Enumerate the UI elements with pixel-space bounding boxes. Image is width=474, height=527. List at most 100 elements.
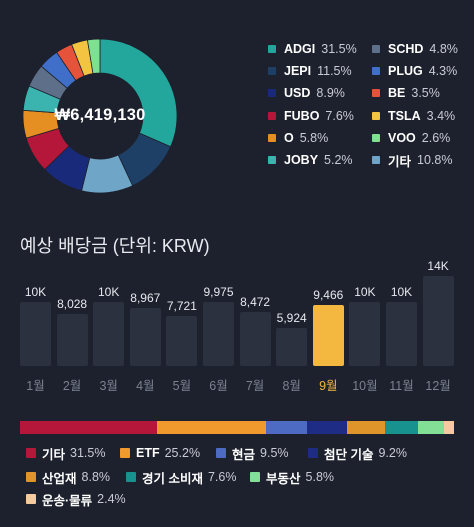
sector-legend-item-transport-logistics: 운송·물류 2.4%	[26, 491, 126, 508]
sector-percent: 2.4%	[97, 492, 126, 506]
legend-swatch	[268, 67, 276, 76]
legend-percent: 31.5%	[321, 42, 357, 56]
dividend-bar-5[interactable]	[166, 316, 198, 366]
sector-segment-consumer-cyclical[interactable]	[385, 421, 419, 434]
legend-item-adgi: ADGI 31.5%	[268, 41, 357, 57]
dividend-bar-10[interactable]	[349, 301, 381, 366]
sector-percent: 31.5%	[70, 446, 106, 460]
sector-name: 부동산	[266, 471, 301, 486]
sector-segment-etf[interactable]	[156, 421, 267, 434]
dividend-chart-title: 예상 배당금 (단위: KRW)	[20, 236, 210, 256]
sector-name: 현금	[232, 447, 256, 462]
sector-swatch	[120, 448, 130, 458]
month-tick-label: 7월	[245, 379, 265, 393]
sector-swatch	[26, 494, 36, 504]
dividend-bar-7[interactable]	[239, 311, 271, 366]
legend-name: 기타	[388, 154, 412, 169]
dividend-bar-12[interactable]	[422, 276, 454, 366]
dividend-bar-1[interactable]	[20, 301, 51, 366]
dividend-bar-9[interactable]	[312, 305, 344, 366]
legend-name: JOBY	[284, 153, 319, 167]
sector-percent: 25.2%	[164, 446, 201, 460]
legend-name: O	[284, 130, 294, 145]
dividend-bar-label: 10K	[354, 284, 376, 299]
month-tick-label: 1월	[26, 379, 45, 393]
legend-percent: 2.6%	[421, 130, 451, 145]
sector-segment-transport-logistics[interactable]	[443, 421, 454, 434]
dividend-bar-11[interactable]	[386, 301, 417, 366]
legend-name: FUBO	[284, 108, 320, 123]
donut-slice-adgi[interactable]	[99, 38, 178, 148]
donut-svg	[22, 38, 178, 194]
legend-item-o: O 5.8%	[268, 130, 328, 146]
sector-name: 첨단 기술	[324, 447, 374, 462]
dividend-bar-2[interactable]	[56, 314, 88, 366]
sector-legend-item-other: 기타 31.5%	[26, 445, 106, 462]
sector-percent: 9.2%	[378, 446, 407, 460]
legend-item-jepi: JEPI 11.5%	[268, 63, 352, 79]
dividend-bar-8[interactable]	[276, 327, 308, 366]
legend-item-fubo: FUBO 7.6%	[268, 108, 354, 124]
legend-swatch	[372, 133, 380, 142]
legend-swatch	[268, 89, 276, 98]
sector-name: 운송·물류	[42, 493, 93, 508]
dividend-bar-4[interactable]	[129, 308, 161, 366]
legend-item-joby: JOBY 5.2%	[268, 152, 353, 168]
sector-name: 기타	[42, 447, 66, 462]
donut-slice-voo[interactable]	[87, 38, 101, 75]
legend-swatch	[372, 156, 380, 164]
legend-percent: 5.2%	[324, 153, 353, 167]
dividend-bar-label: 14K	[427, 259, 449, 273]
sector-name: 경기 소비재	[142, 471, 203, 486]
sector-segment-cash[interactable]	[266, 421, 308, 434]
month-tick-label: 9월	[319, 379, 338, 393]
legend-item-plug: PLUG 4.3%	[372, 63, 457, 79]
legend-swatch	[268, 45, 276, 53]
legend-swatch	[372, 89, 380, 98]
legend-percent: 11.5%	[317, 64, 352, 79]
sector-segment-tech[interactable]	[307, 421, 348, 434]
sector-segment-other[interactable]	[20, 421, 157, 434]
dividend-bar-label: 9,975	[203, 284, 234, 299]
legend-percent: 4.3%	[428, 64, 458, 79]
sector-percent: 9.5%	[260, 446, 289, 460]
dividend-bar-label: 10K	[24, 284, 47, 299]
sector-legend-item-cash: 현금 9.5%	[216, 445, 289, 462]
legend-swatch	[268, 133, 276, 142]
sector-swatch	[250, 472, 260, 482]
legend-name: USD	[284, 86, 311, 101]
sector-percent: 5.8%	[305, 470, 335, 484]
sector-swatch	[26, 472, 36, 482]
legend-percent: 3.4%	[426, 108, 456, 123]
legend-item-tsla: TSLA 3.4%	[372, 108, 455, 124]
legend-swatch	[372, 67, 380, 76]
legend-swatch	[268, 156, 276, 164]
legend-item-other: 기타 10.8%	[372, 152, 452, 169]
legend-name: TSLA	[388, 108, 421, 123]
legend-percent: 4.8%	[429, 42, 458, 56]
sector-segment-real-estate[interactable]	[418, 421, 444, 434]
legend-swatch	[372, 111, 380, 120]
legend-item-schd: SCHD 4.8%	[372, 41, 458, 57]
sector-swatch	[216, 448, 226, 458]
sector-legend-item-tech: 첨단 기술 9.2%	[308, 445, 407, 462]
sector-legend-item-industrials: 산업재 8.8%	[26, 469, 110, 486]
dividend-bar-3[interactable]	[93, 301, 125, 366]
legend-item-usd: USD 8.9%	[268, 85, 345, 101]
sector-segment-industrials[interactable]	[347, 421, 386, 434]
dividend-bar-6[interactable]	[203, 301, 234, 366]
dividend-bar-label: 8,472	[240, 294, 271, 309]
sector-swatch	[26, 448, 36, 458]
holdings-donut-chart[interactable]: ₩6,419,130	[22, 38, 178, 194]
legend-percent: 7.6%	[325, 108, 354, 123]
month-tick-label: 6월	[209, 379, 228, 393]
sector-percent: 7.6%	[207, 470, 237, 484]
legend-swatch	[268, 111, 276, 120]
legend-item-be: BE 3.5%	[372, 85, 440, 101]
dividend-bar-label: 8,967	[130, 291, 161, 306]
month-tick-label: 3월	[99, 379, 118, 393]
month-tick-label: 5월	[172, 379, 192, 393]
month-tick-label: 12월	[425, 379, 451, 393]
sector-stacked-bar	[20, 421, 454, 434]
legend-percent: 5.8%	[299, 130, 329, 145]
